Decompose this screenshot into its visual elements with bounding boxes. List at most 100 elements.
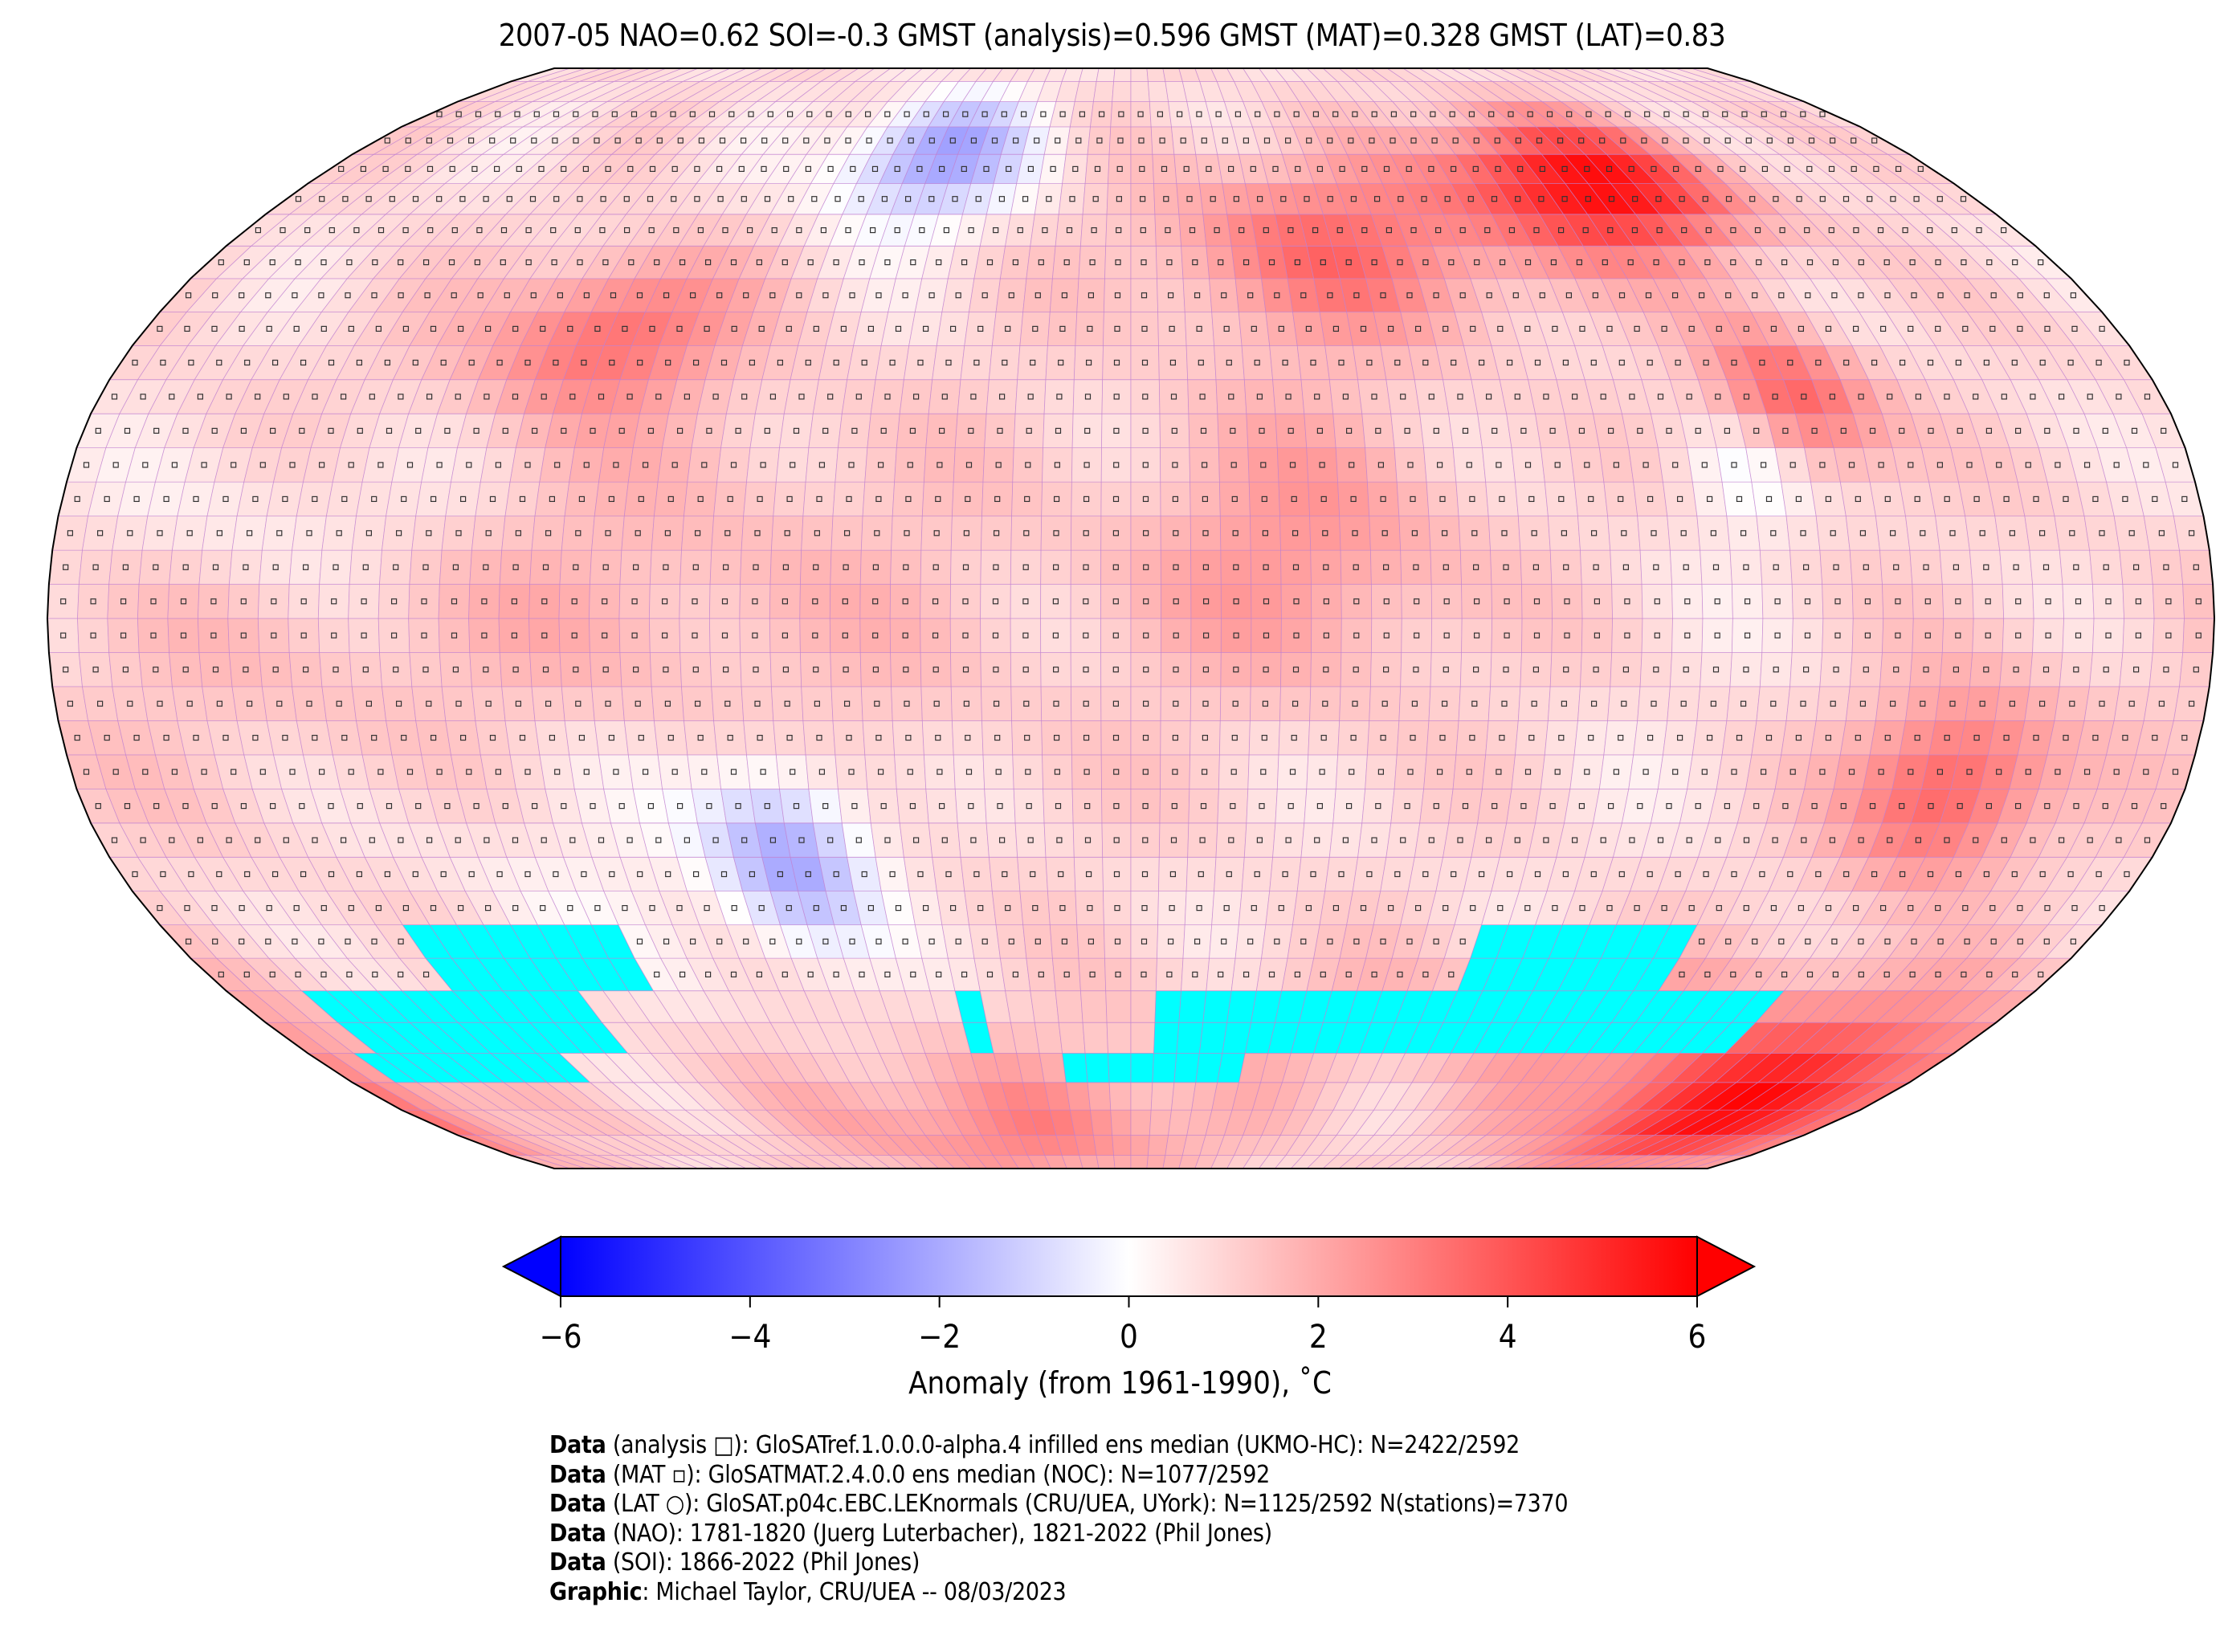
analysis-marker (1647, 871, 1653, 878)
analysis-marker (977, 904, 984, 912)
analysis-marker (1327, 938, 1333, 944)
analysis-marker (1113, 837, 1120, 843)
colorbar-gradient (560, 1236, 1698, 1297)
analysis-marker (1825, 904, 1832, 912)
analysis-marker (749, 871, 756, 878)
analysis-marker (1305, 904, 1312, 912)
colorbar-tick-label: 6 (1687, 1319, 1707, 1356)
analysis-marker (1314, 837, 1320, 843)
credit-line-graphic: Graphic: Michael Taylor, CRU/UEA -- 08/0… (549, 1577, 1067, 1606)
analysis-marker (1699, 938, 1705, 944)
analysis-marker (2070, 938, 2076, 944)
analysis-marker (970, 837, 977, 843)
analysis-marker (1056, 837, 1063, 843)
analysis-marker (160, 871, 166, 878)
analysis-marker (1470, 904, 1476, 912)
analysis-marker (484, 837, 490, 843)
analysis-marker (684, 837, 691, 843)
analysis-marker (1478, 871, 1485, 878)
analysis-marker (1935, 971, 1941, 978)
analysis-marker (212, 938, 218, 944)
analysis-marker (2011, 871, 2018, 878)
analysis-marker (2017, 904, 2023, 912)
analysis-marker (345, 938, 351, 944)
analysis-marker (1087, 904, 1093, 912)
analysis-marker (269, 971, 275, 978)
colorbar-tick-label: −6 (539, 1319, 582, 1356)
analysis-marker (665, 871, 671, 878)
analysis-marker (2067, 871, 2074, 878)
analysis-marker (1166, 971, 1173, 978)
analysis-marker (512, 904, 519, 912)
analysis-marker (663, 938, 670, 944)
analysis-marker (1618, 871, 1625, 878)
analysis-marker (1562, 871, 1569, 878)
analysis-marker (1935, 904, 1941, 912)
analysis-marker (1964, 938, 1970, 944)
analysis-marker (1524, 904, 1531, 912)
analysis-marker (295, 971, 301, 978)
colorbar-extend-low (501, 1235, 561, 1298)
analysis-marker (1032, 904, 1039, 912)
analysis-marker (2012, 971, 2018, 978)
analysis-marker (777, 871, 784, 878)
analysis-marker (859, 971, 865, 978)
analysis-marker (867, 904, 875, 912)
analysis-marker (1141, 904, 1148, 912)
analysis-marker (949, 904, 957, 912)
analysis-marker (239, 938, 245, 944)
analysis-marker (2044, 904, 2051, 912)
analysis-marker (216, 871, 222, 878)
analysis-marker (598, 837, 605, 843)
analysis-marker (1247, 938, 1254, 944)
analysis-marker (1770, 904, 1777, 912)
analysis-marker (1142, 837, 1149, 843)
analysis-marker (356, 871, 362, 878)
analysis-marker (941, 837, 948, 843)
analysis-marker (805, 871, 811, 878)
analysis-marker (265, 938, 271, 944)
analysis-marker (1900, 871, 1906, 878)
analysis-marker (300, 871, 307, 878)
analysis-marker (1394, 871, 1401, 878)
analysis-marker (637, 871, 643, 878)
analysis-marker (1756, 971, 1762, 978)
analysis-marker (1254, 871, 1260, 878)
colorbar-tick-label: 4 (1498, 1319, 1517, 1356)
analysis-marker (917, 871, 924, 878)
analysis-marker (875, 938, 882, 944)
analysis-marker (1030, 871, 1036, 878)
analysis-marker (1170, 837, 1177, 843)
analysis-marker (1725, 938, 1732, 944)
analysis-marker (1196, 904, 1202, 912)
analysis-marker (1400, 837, 1406, 843)
analysis-marker (1058, 871, 1064, 878)
analysis-marker (998, 837, 1006, 843)
analysis-marker (807, 971, 814, 978)
analysis-marker (1983, 871, 1989, 878)
analysis-marker (283, 837, 289, 843)
colorbar-label: Anomaly (from 1961-1990), ˚C (908, 1365, 1332, 1401)
analysis-marker (1113, 871, 1120, 878)
analysis-marker (636, 938, 643, 944)
analysis-marker (372, 971, 378, 978)
analysis-marker (2017, 938, 2023, 944)
analysis-marker (255, 837, 261, 843)
analysis-marker (569, 837, 576, 843)
analysis-marker (398, 837, 404, 843)
analysis-marker (1552, 904, 1558, 912)
analysis-marker (1778, 938, 1785, 944)
analysis-marker (1002, 871, 1008, 878)
analysis-marker (2095, 871, 2102, 878)
analysis-marker (369, 837, 375, 843)
analysis-marker (312, 837, 318, 843)
analysis-marker (679, 971, 686, 978)
analysis-marker (1256, 837, 1263, 843)
analysis-marker (218, 971, 224, 978)
analysis-marker (1342, 837, 1349, 843)
analysis-marker (743, 938, 749, 944)
analysis-marker (704, 904, 710, 912)
analysis-marker (375, 904, 382, 912)
analysis-marker (910, 971, 916, 978)
analysis-marker (1457, 837, 1463, 843)
